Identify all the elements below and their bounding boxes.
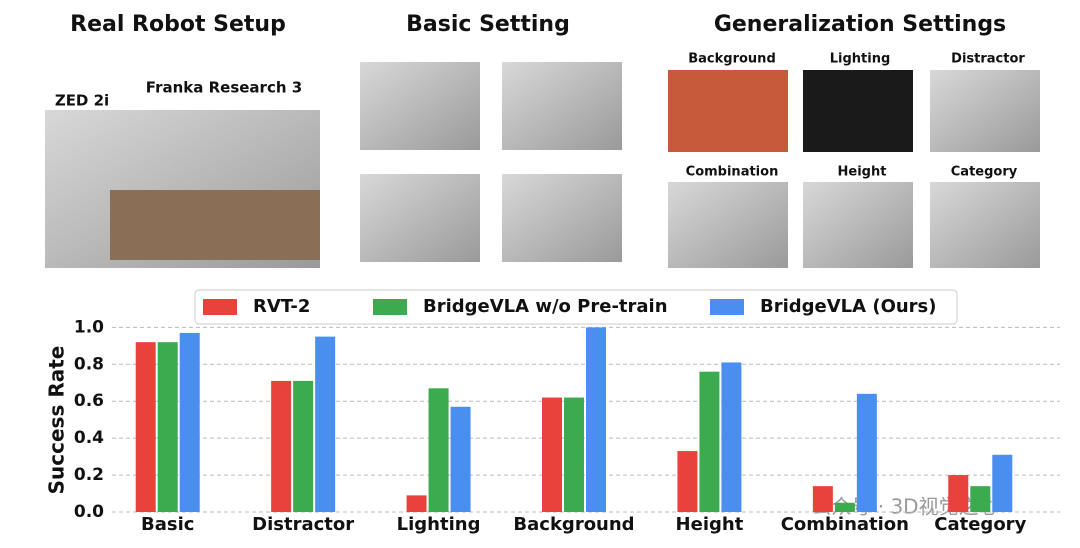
bar (586, 327, 606, 512)
x-tick-label: Background (513, 514, 634, 535)
bar (135, 342, 156, 512)
bar (721, 362, 742, 512)
setting-label: Combination (686, 165, 779, 180)
bar (450, 406, 471, 512)
photo (930, 70, 1040, 152)
photo (502, 174, 622, 262)
bar (856, 393, 877, 512)
y-tick-label: 1.0 (74, 317, 104, 337)
legend-box (194, 289, 958, 325)
photo (668, 70, 788, 152)
x-tick-label: Height (676, 514, 744, 535)
legend-label: BridgeVLA (Ours) (760, 296, 937, 317)
setting-label: Background (688, 52, 776, 67)
setting-label: Distractor (951, 52, 1025, 67)
photo (360, 62, 480, 150)
bar (406, 495, 427, 512)
legend-swatch (710, 299, 744, 315)
x-tick-label: Category (934, 514, 1026, 535)
setup-label: ZED 2i (55, 92, 109, 110)
y-tick-label: 0.4 (74, 428, 104, 448)
y-tick-label: 0.2 (74, 465, 104, 485)
bar (699, 371, 720, 512)
bar (970, 486, 991, 512)
photo (930, 182, 1040, 268)
photo (502, 62, 622, 150)
bar (834, 502, 855, 512)
x-tick-label: Lighting (397, 514, 481, 535)
y-tick-label: 0.8 (74, 354, 104, 374)
x-tick-label: Distractor (252, 514, 354, 535)
x-tick-label: Basic (141, 514, 194, 535)
legend-swatch (203, 299, 237, 315)
y-axis-label: Success Rate (45, 346, 69, 495)
photo (803, 70, 913, 152)
bar (992, 454, 1013, 512)
panel-title: Basic Setting (406, 12, 570, 37)
photo (803, 182, 913, 268)
bar (564, 397, 584, 512)
legend-label: RVT-2 (253, 296, 310, 317)
bar (812, 486, 833, 512)
setting-label: Height (838, 165, 887, 180)
photo (360, 174, 480, 262)
x-tick-label: Combination (781, 514, 909, 535)
setting-label: Category (951, 165, 1018, 180)
bar (677, 451, 698, 512)
legend-swatch (373, 299, 407, 315)
y-tick-label: 0.6 (74, 391, 104, 411)
panel-title: Real Robot Setup (70, 12, 286, 37)
bar (315, 336, 336, 512)
setup-label: Franka Research 3 (146, 79, 302, 97)
legend-label: BridgeVLA w/o Pre-train (423, 296, 668, 317)
bar (271, 380, 292, 512)
setting-label: Lighting (830, 52, 891, 67)
bar (428, 388, 449, 512)
bar (157, 342, 178, 512)
y-tick-label: 0.0 (74, 502, 104, 522)
panel-title: Generalization Settings (714, 12, 1006, 37)
bar (293, 380, 314, 512)
bar (948, 475, 969, 512)
table (110, 190, 320, 260)
bar (179, 332, 200, 512)
bar (542, 397, 562, 512)
photo (668, 182, 788, 268)
